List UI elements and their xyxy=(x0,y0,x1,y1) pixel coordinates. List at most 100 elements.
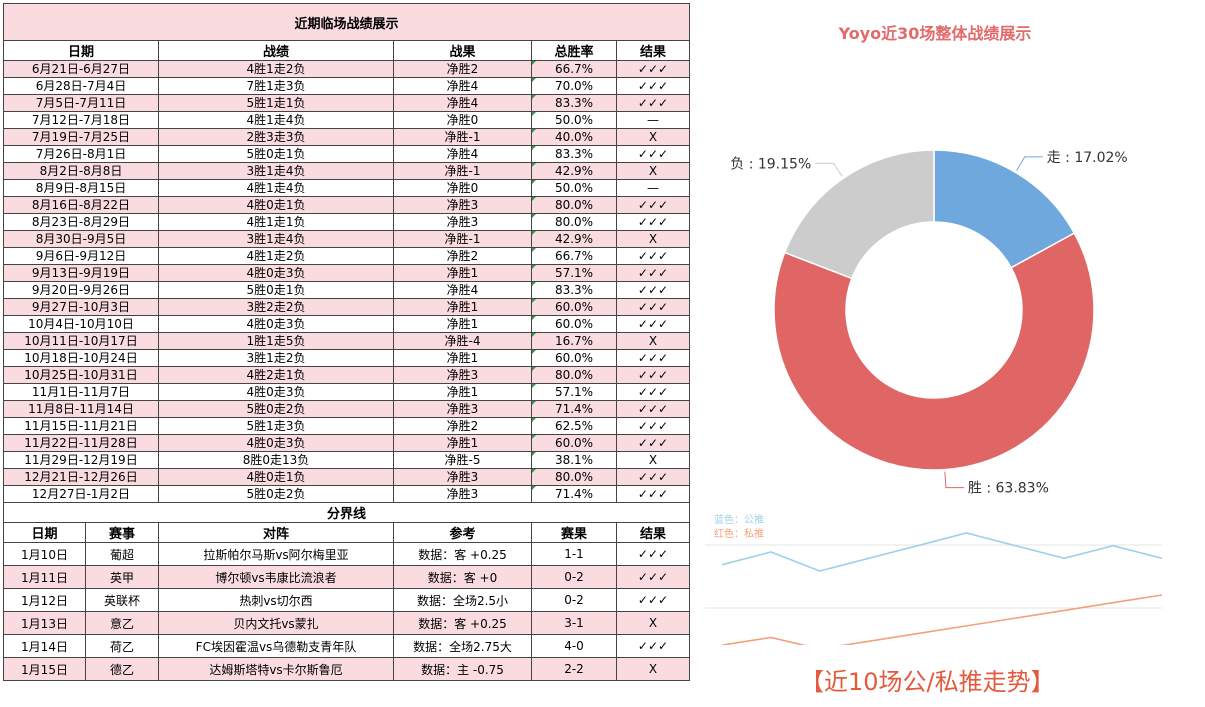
table-row: 8月16日-8月22日 4胜0走1负 净胜3 80.0% ✓✓✓ xyxy=(3,196,691,214)
result-cell: ✓✓✓ xyxy=(615,60,691,78)
date-cell: 8月9日-8月15日 xyxy=(3,179,159,197)
match-score: 4-0 xyxy=(531,634,617,658)
match-row: 1月12日 英联杯 热刺vs切尔西 数据：全场2.5小 0-2 ✓✓✓ xyxy=(3,588,691,612)
record-cell: 5胜0走1负 xyxy=(158,281,394,299)
record-cell: 4胜1走2负 xyxy=(158,247,394,265)
date-cell: 10月4日-10月10日 xyxy=(3,315,159,333)
donut-label: 胜 : 63.83% xyxy=(968,481,1049,497)
winrate-cell: 38.1% xyxy=(531,451,617,469)
match-row: 1月10日 葡超 拉斯帕尔马斯vs阿尔梅里亚 数据：客 +0.25 1-1 ✓✓✓ xyxy=(3,542,691,566)
date-cell: 11月15日-11月21日 xyxy=(3,417,159,435)
record-cell: 4胜0走3负 xyxy=(158,434,394,452)
table-row: 11月15日-11月21日 5胜1走3负 净胜2 62.5% ✓✓✓ xyxy=(3,417,691,435)
net-cell: 净胜0 xyxy=(393,111,532,129)
winrate-cell: 70.0% xyxy=(531,77,617,95)
table-row: 8月9日-8月15日 4胜1走4负 净胜0 50.0% — xyxy=(3,179,691,197)
result-cell: — xyxy=(615,179,691,197)
winrate-cell: 62.5% xyxy=(531,417,617,435)
record-cell: 3胜2走2负 xyxy=(158,298,394,316)
record-cell: 4胜0走3负 xyxy=(158,383,394,401)
result-cell: ✓✓✓ xyxy=(615,366,691,384)
winrate-cell: 71.4% xyxy=(531,400,617,418)
match-date: 1月10日 xyxy=(3,542,86,566)
match-reference: 数据：主 -0.75 xyxy=(393,657,532,681)
result-cell: ✓✓✓ xyxy=(615,400,691,418)
table-row: 12月27日-1月2日 5胜0走2负 净胜3 71.4% ✓✓✓ xyxy=(3,485,691,503)
header-cell: 日期 xyxy=(3,522,86,543)
record-cell: 5胜0走1负 xyxy=(158,145,394,163)
table-row: 9月13日-9月19日 4胜0走3负 净胜1 57.1% ✓✓✓ xyxy=(3,264,691,282)
record-cell: 5胜1走1负 xyxy=(158,94,394,112)
net-cell: 净胜3 xyxy=(393,400,532,418)
table-row: 6月28日-7月4日 7胜1走3负 净胜4 70.0% ✓✓✓ xyxy=(3,77,691,95)
net-cell: 净胜1 xyxy=(393,264,532,282)
date-cell: 8月30日-9月5日 xyxy=(3,230,159,248)
date-cell: 11月29日-12月19日 xyxy=(3,451,159,469)
table-row: 10月18日-10月24日 3胜1走2负 净胜1 60.0% ✓✓✓ xyxy=(3,349,691,367)
net-cell: 净胜0 xyxy=(393,179,532,197)
date-cell: 7月5日-7月11日 xyxy=(3,94,159,112)
date-cell: 10月18日-10月24日 xyxy=(3,349,159,367)
table-title: 近期临场战绩展示 xyxy=(2,3,691,41)
table-row: 8月2日-8月8日 3胜1走4负 净胜-1 42.9% X xyxy=(3,162,691,180)
trend-legend: 红色：私推 xyxy=(714,527,764,540)
donut-title: Yoyo近30场整体战绩展示 xyxy=(838,24,1032,43)
result-cell: ✓✓✓ xyxy=(615,77,691,95)
winrate-cell: 42.9% xyxy=(531,230,617,248)
table-row: 11月29日-12月19日 8胜0走13负 净胜-5 38.1% X xyxy=(3,451,691,469)
date-cell: 9月20日-9月26日 xyxy=(3,281,159,299)
match-row: 1月15日 德乙 达姆斯塔特vs卡尔斯鲁厄 数据：主 -0.75 2-2 X xyxy=(3,657,691,681)
winrate-cell: 80.0% xyxy=(531,468,617,486)
result-cell: ✓✓✓ xyxy=(615,213,691,231)
result-cell: ✓✓✓ xyxy=(615,315,691,333)
date-cell: 9月27日-10月3日 xyxy=(3,298,159,316)
table-row: 11月8日-11月14日 5胜0走2负 净胜3 71.4% ✓✓✓ xyxy=(3,400,691,418)
match-reference: 数据：客 +0 xyxy=(393,565,532,589)
record-cell: 5胜0走2负 xyxy=(158,400,394,418)
table-row: 6月21日-6月27日 4胜1走2负 净胜2 66.7% ✓✓✓ xyxy=(3,60,691,78)
result-cell: ✓✓✓ xyxy=(615,94,691,112)
match-result: ✓✓✓ xyxy=(615,565,691,589)
header-cell: 赛事 xyxy=(85,522,159,543)
header-cell: 结果 xyxy=(615,522,691,543)
match-row: 1月14日 荷乙 FC埃因霍温vs乌德勒支青年队 数据：全场2.75大 4-0 ✓✓✓ xyxy=(3,634,691,658)
date-cell: 9月6日-9月12日 xyxy=(3,247,159,265)
net-cell: 净胜1 xyxy=(393,383,532,401)
winrate-cell: 83.3% xyxy=(531,145,617,163)
table-header-row: 日期 战绩 战果 总胜率 结果 xyxy=(3,40,691,61)
winrate-cell: 57.1% xyxy=(531,383,617,401)
match-reference: 数据：客 +0.25 xyxy=(393,542,532,566)
net-cell: 净胜3 xyxy=(393,196,532,214)
date-cell: 6月21日-6月27日 xyxy=(3,60,159,78)
winrate-cell: 80.0% xyxy=(531,366,617,384)
record-cell: 3胜1走4负 xyxy=(158,230,394,248)
match-score: 3-1 xyxy=(531,611,617,635)
match-date: 1月15日 xyxy=(3,657,86,681)
header-cell: 战果 xyxy=(393,40,532,61)
net-cell: 净胜2 xyxy=(393,60,532,78)
table-row: 7月19日-7月25日 2胜3走3负 净胜-1 40.0% X xyxy=(3,128,691,146)
header-cell: 结果 xyxy=(615,40,691,61)
winrate-cell: 66.7% xyxy=(531,247,617,265)
record-cell: 4胜1走4负 xyxy=(158,111,394,129)
result-cell: ✓✓✓ xyxy=(615,247,691,265)
winrate-cell: 66.7% xyxy=(531,60,617,78)
net-cell: 净胜-1 xyxy=(393,230,532,248)
match-date: 1月13日 xyxy=(3,611,86,635)
date-cell: 10月11日-10月17日 xyxy=(3,332,159,350)
separator-row: 分界线 xyxy=(2,502,691,523)
net-cell: 净胜1 xyxy=(393,434,532,452)
match-row: 1月13日 意乙 贝内文托vs蒙扎 数据：客 +0.25 3-1 X xyxy=(3,611,691,635)
date-cell: 12月21日-12月26日 xyxy=(3,468,159,486)
date-cell: 7月19日-7月25日 xyxy=(3,128,159,146)
header-cell: 对阵 xyxy=(158,522,394,543)
result-cell: ✓✓✓ xyxy=(615,383,691,401)
result-cell: ✓✓✓ xyxy=(615,434,691,452)
match-teams: FC埃因霍温vs乌德勒支青年队 xyxy=(158,634,394,658)
date-cell: 11月22日-11月28日 xyxy=(3,434,159,452)
record-cell: 4胜1走2负 xyxy=(158,60,394,78)
net-cell: 净胜4 xyxy=(393,77,532,95)
net-cell: 净胜-4 xyxy=(393,332,532,350)
match-result: X xyxy=(615,611,691,635)
donut-leader xyxy=(944,471,964,489)
